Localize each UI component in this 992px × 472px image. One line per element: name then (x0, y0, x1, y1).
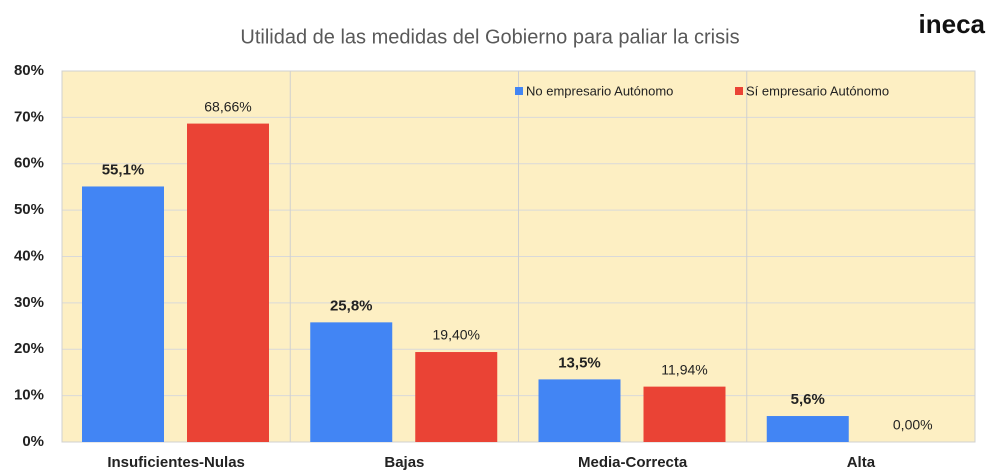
bar (643, 386, 726, 442)
value-label: 25,8% (330, 297, 373, 314)
y-tick-label: 20% (14, 340, 44, 357)
y-tick-label: 50% (14, 201, 44, 218)
brand-logo: ineca (919, 9, 986, 39)
x-tick-label: Alta (847, 454, 876, 471)
bar (187, 123, 269, 443)
chart-title: Utilidad de las medidas del Gobierno par… (240, 26, 739, 48)
y-tick-label: 80% (14, 62, 44, 79)
bar (538, 379, 621, 442)
x-tick-label: Media-Correcta (578, 454, 688, 471)
value-label: 5,6% (791, 391, 825, 408)
value-label: 11,94% (661, 361, 707, 377)
y-tick-label: 60% (14, 155, 44, 172)
value-label: 0,00% (893, 417, 933, 433)
y-tick-label: 30% (14, 294, 44, 311)
y-tick-label: 70% (14, 108, 44, 125)
value-label: 68,66% (204, 98, 251, 114)
legend-swatch (515, 87, 523, 95)
value-label: 55,1% (102, 161, 145, 178)
legend-label: Sí empresario Autónomo (746, 83, 889, 98)
plot-border (61, 70, 976, 443)
legend-swatch (735, 87, 743, 95)
bar (766, 416, 849, 442)
bar (82, 186, 164, 442)
value-label: 13,5% (558, 354, 601, 371)
x-tick-label: Bajas (384, 454, 424, 471)
y-tick-label: 10% (14, 387, 44, 404)
value-label: 19,40% (433, 327, 480, 343)
y-tick-label: 0% (22, 433, 44, 450)
bar (310, 322, 393, 442)
legend-label: No empresario Autónomo (526, 83, 673, 98)
x-tick-label: Insuficientes-Nulas (107, 454, 245, 471)
bar (415, 352, 498, 442)
y-tick-label: 40% (14, 247, 44, 264)
